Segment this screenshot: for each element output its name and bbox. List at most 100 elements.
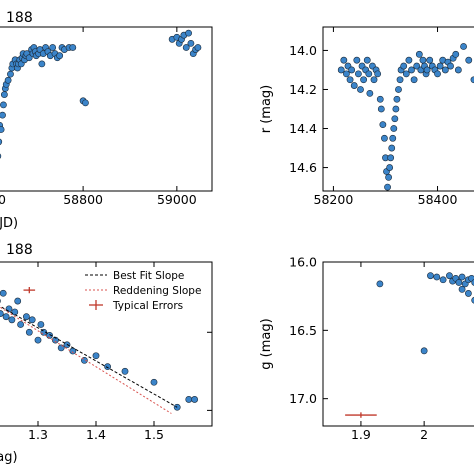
data-point	[0, 126, 5, 133]
data-point	[38, 60, 46, 68]
data-point	[353, 56, 361, 64]
data-point	[454, 66, 462, 74]
data-point	[458, 285, 466, 293]
data-point	[340, 56, 348, 64]
x-tick-label: 1.9	[351, 427, 371, 442]
data-point	[458, 273, 466, 281]
y-tick-label: 17.0	[289, 391, 317, 406]
y-tick-label: 14.6	[289, 160, 317, 175]
data-point	[376, 280, 384, 288]
data-point	[92, 352, 100, 360]
x-tick-label: 2	[420, 427, 428, 442]
legend-entry: Reddening Slope	[113, 285, 201, 297]
data-point	[104, 363, 111, 371]
data-point	[436, 62, 444, 70]
x-tick-label: 59000	[157, 192, 197, 207]
x-tick-label: 58800	[63, 192, 103, 207]
data-point	[370, 76, 378, 84]
x-axis-label: MJD)	[0, 216, 18, 231]
data-point	[408, 66, 415, 74]
data-point	[0, 101, 7, 109]
y-axis-label: g (mag)	[259, 318, 274, 369]
data-point	[434, 70, 441, 78]
data-point	[14, 297, 22, 305]
data-point	[374, 70, 382, 78]
legend-entry: Typical Errors	[112, 300, 183, 312]
data-point	[28, 316, 36, 324]
data-point	[8, 316, 16, 324]
data-point	[384, 183, 391, 191]
y-tick-label: 16.5	[289, 323, 317, 338]
data-point	[423, 66, 431, 74]
data-point	[354, 70, 362, 78]
data-point	[400, 62, 408, 70]
data-point	[390, 125, 398, 132]
x-axis-label: nag)	[0, 450, 18, 465]
data-point	[396, 76, 404, 84]
data-point	[471, 296, 474, 304]
data-point	[350, 82, 358, 89]
data-point	[415, 50, 423, 58]
data-point	[455, 279, 463, 286]
data-point	[427, 272, 434, 280]
reddening-slope-line	[0, 306, 172, 414]
data-point	[381, 134, 388, 142]
x-tick-label: 1.3	[28, 427, 48, 442]
data-point	[56, 52, 64, 60]
data-point	[391, 115, 399, 123]
data-point	[69, 44, 77, 51]
g-vs-color-panel: 1.9 2 16.0 16.5 17.0 g (mag)	[259, 255, 474, 442]
data-point	[471, 279, 474, 286]
light-curve-r-panel: 58800 59000 0 MJD)	[0, 26, 213, 231]
x-tick-label: 58200	[314, 192, 354, 207]
data-point	[34, 336, 42, 344]
axes-frame	[322, 26, 474, 192]
axes-frame	[322, 261, 474, 427]
y-tick-label: 14.4	[289, 121, 317, 136]
data-point	[150, 378, 158, 386]
data-point	[37, 321, 45, 328]
x-tick-label: 1.4	[86, 427, 106, 442]
data-point	[4, 76, 12, 84]
data-point	[365, 70, 373, 78]
data-point	[389, 134, 397, 142]
legend-entry: Best Fit Slope	[113, 270, 184, 282]
x-tick-label: 0	[0, 192, 6, 207]
data-point	[464, 290, 472, 297]
data-point	[419, 56, 427, 64]
data-point	[185, 396, 193, 403]
data-point	[441, 66, 449, 74]
y-tick-label: 14.2	[289, 82, 317, 97]
panel-title-bottom-left: 188	[6, 242, 33, 258]
data-point	[420, 347, 428, 355]
data-point	[7, 70, 14, 78]
data-point	[385, 173, 392, 181]
best-fit-slope-line	[0, 305, 178, 408]
data-point	[386, 164, 394, 171]
data-point	[343, 70, 350, 78]
color-magnitude-panel: 1.31.41.516.517.0nag)Best Fit SlopeRedde…	[0, 261, 213, 465]
data-point	[49, 44, 57, 51]
panel-title-top-left: 188	[6, 10, 33, 26]
data-point	[388, 144, 396, 152]
data-point	[194, 44, 202, 51]
y-axis-label: r (mag)	[259, 85, 274, 134]
data-point	[0, 111, 6, 119]
data-point	[191, 396, 198, 403]
x-tick-label: 1.5	[144, 427, 164, 442]
data-point	[402, 70, 410, 78]
data-point	[387, 154, 395, 162]
data-point	[447, 62, 454, 70]
data-point	[357, 86, 364, 93]
data-point	[0, 298, 1, 304]
data-point	[182, 44, 190, 51]
data-point	[0, 153, 2, 159]
data-point	[185, 29, 192, 37]
data-point	[187, 40, 195, 47]
y-tick-label: 14.0	[289, 43, 317, 58]
data-point	[11, 308, 19, 316]
data-point	[446, 272, 453, 280]
data-point	[413, 62, 421, 70]
data-point	[57, 344, 65, 352]
data-point	[439, 276, 447, 284]
